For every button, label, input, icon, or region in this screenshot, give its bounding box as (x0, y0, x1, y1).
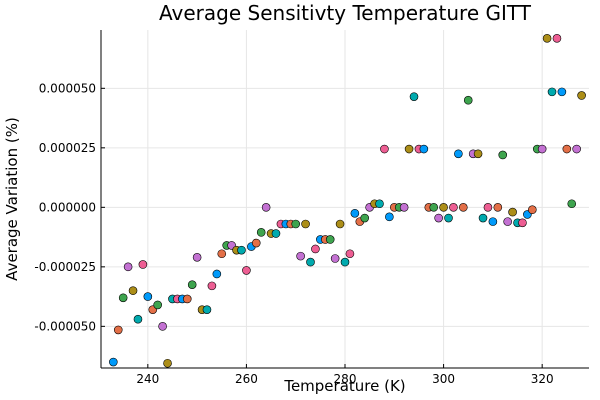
data-point (557, 87, 567, 97)
y-axis-label: Average Variation (%) (3, 117, 21, 281)
data-point (325, 235, 335, 244)
data-point (261, 203, 271, 212)
data-point (153, 300, 162, 310)
y-tick-label: -0.000025 (34, 260, 96, 274)
data-point (508, 207, 517, 217)
y-tick-label: -0.000050 (34, 319, 96, 333)
grid-lines (101, 30, 589, 368)
data-point (473, 149, 483, 159)
x-tick-label: 280 (334, 372, 357, 386)
data-point (330, 254, 340, 263)
data-point (429, 203, 439, 212)
data-point (113, 325, 123, 335)
data-point (449, 203, 458, 212)
data-point (375, 199, 384, 209)
data-point (459, 203, 468, 212)
data-point (242, 266, 251, 275)
data-point (463, 95, 473, 105)
data-point (271, 229, 281, 238)
data-point (301, 219, 310, 229)
y-axis-ticks: -0.000050 -0.000025 0.000000 0.000025 0.0000… (34, 81, 105, 333)
data-point (503, 217, 512, 226)
data-point (182, 294, 192, 304)
data-point (528, 205, 537, 215)
data-point (404, 144, 414, 154)
data-point (335, 219, 345, 229)
y-tick-label: 0.000025 (39, 141, 96, 155)
data-point (251, 238, 261, 248)
data-point (118, 293, 128, 303)
data-point (488, 217, 498, 226)
data-point (572, 144, 581, 154)
data-point (399, 203, 409, 212)
data-point (340, 257, 350, 267)
data-point (547, 87, 557, 97)
x-axis-ticks: 240 260 280 300 320 (136, 364, 554, 386)
data-point (360, 213, 370, 223)
y-tick-label: 0.000000 (39, 200, 96, 214)
data-point (187, 280, 197, 289)
data-point (493, 203, 503, 212)
data-point (311, 244, 320, 254)
data-point (133, 314, 143, 324)
data-points (109, 34, 586, 368)
data-point (212, 269, 222, 279)
data-point (380, 144, 389, 154)
data-point (123, 262, 133, 272)
data-point (163, 358, 172, 368)
data-point (207, 281, 217, 291)
data-point (385, 212, 394, 222)
x-tick-label: 300 (432, 372, 455, 386)
data-point (128, 286, 138, 295)
data-point (542, 34, 552, 43)
data-point (518, 218, 527, 228)
data-point (483, 203, 493, 212)
data-point (439, 203, 448, 212)
data-point (291, 219, 301, 229)
data-point (577, 91, 586, 100)
x-tick-label: 260 (235, 372, 258, 386)
data-point (296, 251, 305, 261)
data-point (478, 213, 488, 223)
data-point (306, 257, 315, 267)
data-point (350, 208, 360, 218)
data-point (562, 144, 572, 154)
data-point (454, 149, 463, 159)
data-point (109, 357, 118, 367)
data-point (552, 34, 562, 43)
x-axis-label: Temperature (K) (283, 377, 405, 395)
data-point (237, 245, 246, 255)
data-point (537, 144, 547, 154)
data-point (409, 92, 419, 101)
chart-title: Average Sensitivty Temperature GITT (159, 1, 532, 25)
data-point (217, 249, 227, 259)
data-point (202, 305, 212, 314)
data-point (419, 144, 429, 154)
data-point (498, 150, 508, 160)
data-point (143, 292, 153, 301)
y-tick-label: 0.000050 (39, 81, 96, 95)
data-point (444, 213, 453, 223)
data-point (138, 260, 148, 269)
data-point (158, 322, 167, 331)
data-point (567, 199, 577, 209)
data-point (256, 228, 266, 237)
x-tick-label: 320 (531, 372, 554, 386)
data-point (434, 213, 443, 223)
x-tick-label: 240 (136, 372, 159, 386)
data-point (345, 249, 355, 259)
data-point (192, 253, 202, 262)
